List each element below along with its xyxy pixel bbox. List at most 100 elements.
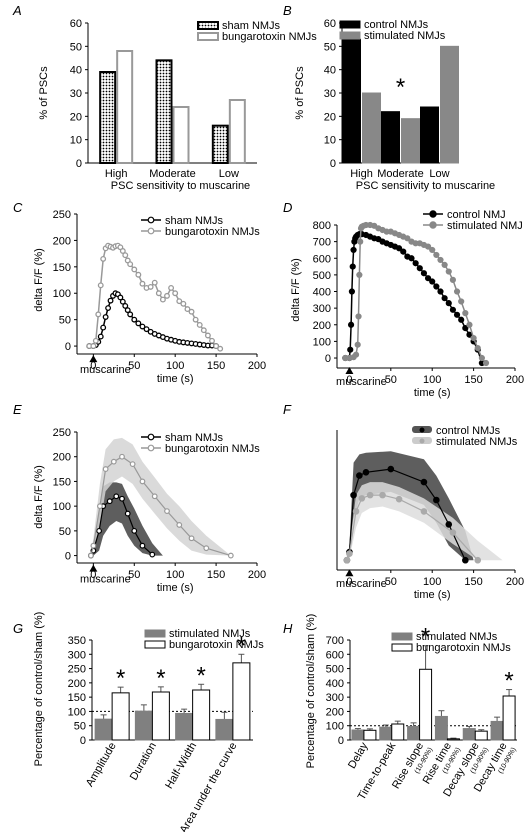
data-point	[424, 243, 432, 250]
panel-letter: D	[283, 200, 292, 215]
y-tick-label: 100	[313, 336, 331, 348]
data-point	[217, 345, 224, 352]
bar-high-s2	[116, 50, 134, 164]
stimulus-label: muscarine	[336, 376, 387, 388]
significance-star: *	[196, 662, 205, 689]
series-line	[346, 494, 479, 561]
y-tick-label: 150	[53, 476, 71, 488]
data-point	[102, 466, 109, 472]
y-tick-label: 20	[70, 111, 82, 123]
series-line	[346, 468, 466, 561]
data-point	[155, 290, 162, 297]
legend-label: bungarotoxin NMJs	[416, 642, 511, 654]
data-point	[462, 324, 469, 332]
y-tick-label: 40	[70, 65, 82, 77]
x-tick-label: 0	[90, 360, 96, 372]
data-point	[449, 306, 457, 313]
data-point	[209, 337, 215, 344]
y-tick-label: 60	[70, 18, 82, 30]
x-tick-label: 200	[248, 360, 266, 372]
data-point	[347, 346, 354, 353]
data-point	[106, 498, 113, 505]
y-tick-label: 0	[80, 735, 86, 747]
y-tick-label: 0	[76, 158, 82, 170]
data-point	[433, 251, 440, 259]
y-tick-label: 50	[59, 315, 71, 327]
y-tick-label: 100	[53, 501, 71, 513]
data-point	[429, 278, 436, 285]
data-point	[131, 316, 138, 323]
x-tick-label: 0	[346, 374, 352, 386]
data-point	[474, 556, 482, 564]
data-point	[100, 324, 107, 331]
x-axis-label: PSC sensitivity to muscarine	[356, 180, 495, 192]
bar-moderate-s2	[401, 118, 420, 164]
panel-letter: H	[283, 621, 293, 636]
x-tick-label: 50	[385, 374, 397, 386]
data-point	[470, 334, 477, 342]
data-point	[358, 495, 366, 502]
data-point	[176, 522, 183, 528]
x-axis-label: PSC sensitivity to muscarine	[111, 180, 250, 192]
data-point	[164, 508, 170, 514]
y-tick-label: 200	[53, 452, 71, 464]
bar	[502, 695, 516, 741]
data-point	[412, 260, 419, 267]
legend-swatch	[144, 640, 166, 649]
data-point	[124, 307, 131, 314]
stimulus-arrow-icon	[89, 355, 98, 363]
data-point	[400, 248, 407, 255]
data-point	[395, 495, 403, 503]
y-tick-label: 200	[53, 235, 71, 247]
bar	[462, 728, 476, 741]
data-point	[139, 323, 146, 330]
bar	[351, 729, 365, 741]
data-point	[139, 280, 146, 287]
data-point	[159, 296, 166, 303]
x-tick-label: 200	[506, 374, 524, 386]
data-point	[478, 354, 485, 362]
x-tick-label: 100	[423, 374, 441, 386]
y-tick-label: 0	[65, 551, 71, 563]
y-tick-label: 200	[313, 320, 331, 332]
y-tick-label: 10	[324, 135, 336, 147]
data-point	[102, 314, 109, 320]
confidence-band	[346, 482, 503, 561]
legend-swatch	[339, 20, 361, 29]
data-point	[92, 337, 99, 344]
y-tick-label: 250	[53, 209, 71, 221]
data-point	[395, 245, 403, 252]
data-point	[356, 472, 363, 479]
y-tick-label: 0	[330, 158, 336, 170]
x-axis-label: time (s)	[414, 387, 451, 399]
legend-label: stimulated NMJ	[447, 220, 523, 232]
y-tick-label: 30	[70, 88, 82, 100]
data-point	[180, 300, 187, 307]
category-label: Moderate	[377, 168, 423, 180]
data-point	[95, 311, 102, 318]
legend-label: sham NMJs	[165, 215, 224, 227]
data-point	[110, 458, 117, 465]
data-point	[462, 556, 469, 564]
bar-high-s1	[99, 71, 117, 164]
data-point	[357, 238, 364, 245]
data-point	[350, 246, 357, 254]
category-label: Amplitude	[84, 741, 119, 789]
data-point	[348, 288, 356, 295]
legend-label: bungarotoxin NMJs	[222, 31, 317, 43]
data-point	[424, 275, 432, 282]
legend-swatch	[197, 21, 219, 30]
panel-letter: G	[13, 621, 23, 636]
data-point	[122, 252, 129, 259]
y-tick-label: 250	[53, 427, 71, 439]
bar-moderate-s2	[172, 106, 190, 164]
x-tick-label: 50	[128, 360, 140, 372]
data-point	[458, 316, 465, 323]
legend-label: stimulated NMJs	[169, 628, 251, 640]
data-point	[135, 271, 142, 278]
y-tick-label: 100	[68, 706, 86, 718]
data-point	[192, 316, 199, 323]
x-tick-label: 50	[385, 576, 397, 588]
bar-high-s2	[362, 92, 381, 164]
